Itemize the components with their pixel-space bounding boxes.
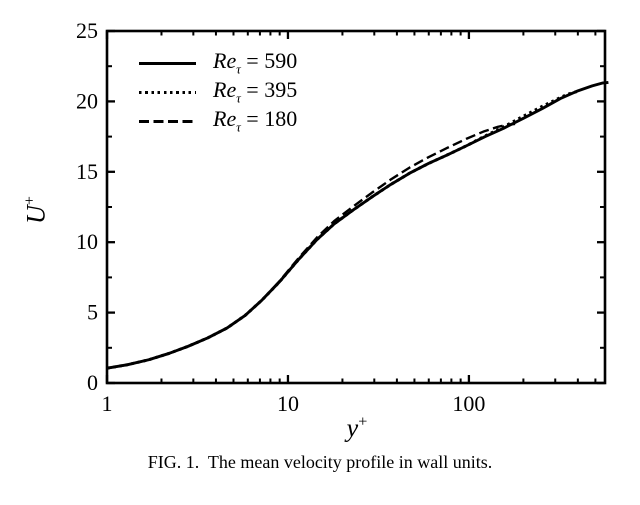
y-tick-label: 0 xyxy=(87,370,98,395)
x-tick-label: 100 xyxy=(452,391,485,416)
y-axis-label: U+ xyxy=(21,196,51,224)
y-tick-label: 25 xyxy=(76,18,98,43)
y-tick-label: 15 xyxy=(76,159,98,184)
legend-line-sample-solid xyxy=(139,62,196,65)
figure-caption: FIG. 1. The mean velocity profile in wal… xyxy=(147,452,493,472)
legend-label-subscript: τ xyxy=(236,120,241,135)
legend-label-subscript: τ xyxy=(236,62,241,77)
legend-label-symbol: Re xyxy=(213,106,237,132)
legend-line-sample-dashed xyxy=(139,120,196,123)
y-axis-label-base: U xyxy=(21,205,51,224)
legend-label: Reτ = 590 xyxy=(213,50,297,76)
x-tick-label: 1 xyxy=(102,391,113,416)
legend: Reτ = 590 Reτ = 395 Reτ = 180 xyxy=(139,50,297,134)
legend-line-sample-dotted xyxy=(139,91,196,94)
x-axis-label-base: y xyxy=(346,413,359,443)
x-axis-label: y+ xyxy=(346,413,368,443)
legend-label-value: = 590 xyxy=(240,48,298,74)
x-axis-label-sup: + xyxy=(358,413,368,431)
legend-label-value: = 180 xyxy=(240,106,298,132)
legend-label-value: = 395 xyxy=(240,77,298,103)
legend-label-symbol: Re xyxy=(213,48,237,74)
y-tick-label: 20 xyxy=(76,88,98,113)
curve-re-590 xyxy=(106,80,609,370)
y-tick-label: 10 xyxy=(76,229,98,254)
x-tick-label: 10 xyxy=(277,391,299,416)
legend-item-re-180: Reτ = 180 xyxy=(139,108,297,134)
legend-label: Reτ = 395 xyxy=(213,79,297,105)
legend-label-symbol: Re xyxy=(213,77,237,103)
legend-label: Reτ = 180 xyxy=(213,108,297,134)
legend-label-subscript: τ xyxy=(236,91,241,106)
y-axis-label-sup: + xyxy=(21,196,39,206)
y-tick-label: 5 xyxy=(87,300,98,325)
legend-item-re-395: Reτ = 395 xyxy=(139,79,297,105)
legend-item-re-590: Reτ = 590 xyxy=(139,50,297,76)
